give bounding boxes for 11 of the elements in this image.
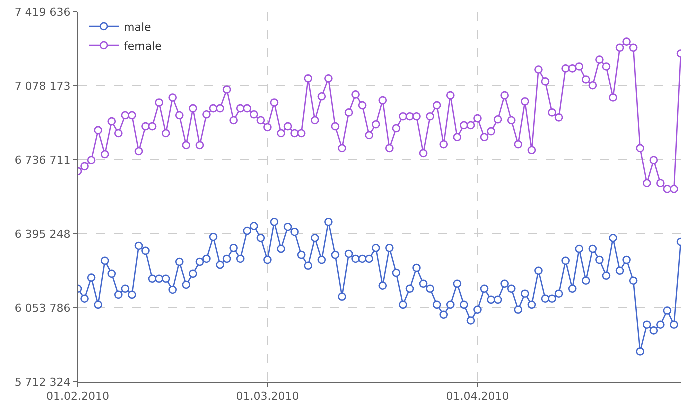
y-tick-label: 6 053 786 xyxy=(14,302,71,315)
y-tick-label: 7 419 636 xyxy=(14,6,71,19)
y-tick-label: 7 078 173 xyxy=(14,80,71,93)
y-tick-label: 6 736 711 xyxy=(14,154,71,167)
y-tick-label: 6 395 248 xyxy=(14,228,71,241)
legend-label: male xyxy=(124,20,152,34)
x-tick-label: 01.02.2010 xyxy=(46,390,110,404)
x-tick-label: 01.03.2010 xyxy=(236,390,300,404)
y-tick-label: 5 712 324 xyxy=(14,376,71,389)
x-tick-label: 01.04.2010 xyxy=(446,390,510,404)
legend-label: female xyxy=(124,40,162,53)
